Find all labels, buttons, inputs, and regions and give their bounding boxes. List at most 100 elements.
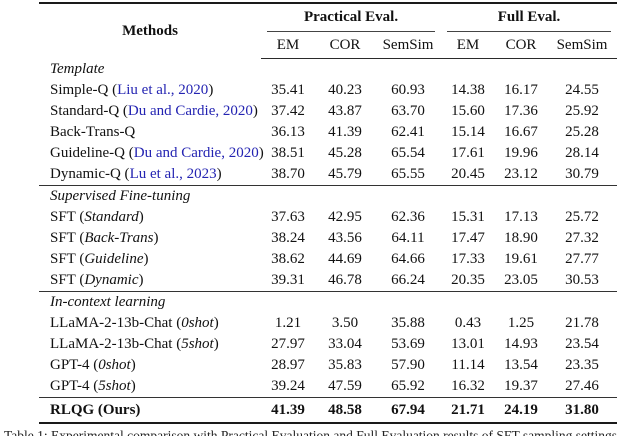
method-cell: SFT (Back-Trans) (39, 228, 261, 249)
method-label-suffix: ) (153, 230, 159, 246)
value-cell: 11.14 (451, 357, 485, 373)
value-cell: 27.32 (565, 230, 599, 246)
value-cell: 30.79 (547, 164, 618, 186)
value-cell: 1.25 (507, 315, 535, 331)
method-variant-label: 0shot (181, 315, 214, 331)
final-value-cell: 41.39 (271, 401, 305, 418)
value-cell: 39.31 (261, 270, 315, 292)
value-cell: 23.54 (565, 336, 599, 352)
group-header-row: Methods Practical Eval. Full Eval. (39, 3, 618, 39)
group-label-full: Full Eval. (447, 7, 612, 32)
col-header-cor-practical: COR (315, 32, 375, 59)
value-cell: 23.35 (565, 357, 599, 373)
value-cell: 39.24 (261, 376, 315, 398)
value-cell: 17.47 (451, 230, 485, 246)
value-cell: 35.88 (391, 315, 425, 331)
value-cell: 1.21 (274, 315, 302, 331)
method-cell: LLaMA-2-13b-Chat (5shot) (39, 334, 261, 355)
method-label: Dynamic-Q ( (50, 166, 130, 182)
method-cell: SFT (Guideline) (39, 249, 261, 270)
method-variant-label: 5shot (98, 378, 131, 394)
value-cell: 19.61 (504, 251, 538, 267)
citation-link[interactable]: Du and Cardie, 2020 (127, 103, 253, 119)
method-cell: Back-Trans-Q (39, 122, 261, 143)
method-label-suffix: ) (213, 315, 219, 331)
value-cell: 23.12 (495, 164, 548, 186)
group-label-practical: Practical Eval. (267, 7, 436, 32)
citation-link[interactable]: Du and Cardie, 2020 (133, 145, 259, 161)
col-header-cor-full: COR (495, 32, 548, 59)
value-cell: 38.51 (271, 145, 305, 161)
value-cell: 15.31 (451, 209, 485, 225)
section-title-row: Supervised Fine-tuning (39, 186, 617, 208)
value-cell: 62.41 (391, 124, 425, 140)
value-cell: 44.69 (328, 251, 362, 267)
section-title-row: Template (39, 59, 617, 81)
table-row: SFT (Back-Trans) 38.24 43.56 64.11 17.47 18.9… (39, 228, 617, 249)
method-variant-label: Dynamic (84, 272, 139, 288)
value-cell: 25.72 (565, 209, 599, 225)
method-label: SFT ( (50, 272, 85, 288)
final-result-row: RLQG (Ours) 41.39 48.58 67.94 21.71 24.19 31.8… (39, 398, 618, 423)
table-row: Guideline-Q (Du and Cardie, 2020) 38.51 45… (39, 143, 617, 164)
citation-link[interactable]: Liu et al., 2020 (117, 82, 209, 98)
value-cell: 0.43 (454, 315, 482, 331)
method-cell: Simple-Q (Liu et al., 2020) (39, 80, 261, 101)
method-variant-label: 0shot (98, 357, 131, 373)
final-value-cell: 48.58 (328, 401, 362, 418)
method-label: Back-Trans-Q (50, 124, 136, 140)
method-cell: SFT (Standard) (39, 207, 261, 228)
method-cell: GPT-4 (5shot) (39, 376, 261, 398)
method-variant-label: Guideline (84, 251, 144, 267)
value-cell: 17.33 (451, 251, 485, 267)
value-cell: 19.37 (495, 376, 548, 398)
value-cell: 18.90 (504, 230, 538, 246)
method-label: SFT ( (50, 230, 85, 246)
table-row: SFT (Guideline) 38.62 44.69 64.66 17.33 19.61… (39, 249, 617, 270)
value-cell: 53.69 (391, 336, 425, 352)
method-label-suffix: ) (143, 251, 149, 267)
value-cell: 3.50 (331, 315, 359, 331)
value-cell: 43.56 (328, 230, 362, 246)
value-cell: 37.42 (271, 103, 305, 119)
value-cell: 15.60 (451, 103, 485, 119)
value-cell: 45.28 (328, 145, 362, 161)
method-cell: Dynamic-Q (Lu et al., 2023) (39, 164, 261, 186)
method-label-suffix: ) (252, 103, 258, 119)
method-label-suffix: ) (138, 209, 144, 225)
value-cell: 65.55 (375, 164, 442, 186)
table-row: Simple-Q (Liu et al., 2020) 35.41 40.23 60.… (39, 80, 617, 101)
value-cell: 64.66 (391, 251, 425, 267)
method-cell: SFT (Dynamic) (39, 270, 261, 292)
method-label: SFT ( (50, 251, 85, 267)
value-cell: 62.36 (391, 209, 425, 225)
value-cell: 13.01 (451, 336, 485, 352)
value-cell: 16.17 (504, 82, 538, 98)
method-label: GPT-4 ( (50, 357, 99, 373)
col-header-em-full: EM (441, 32, 496, 59)
table-row: Back-Trans-Q 36.13 41.39 62.41 15.14 16.67 25.… (39, 122, 617, 143)
value-cell: 16.67 (504, 124, 538, 140)
method-cell: Guideline-Q (Du and Cardie, 2020) (39, 143, 264, 164)
method-label-suffix: ) (216, 166, 222, 182)
method-label: Standard-Q ( (50, 103, 128, 119)
value-cell: 35.41 (271, 82, 305, 98)
value-cell: 36.13 (271, 124, 305, 140)
value-cell: 20.35 (441, 270, 496, 292)
method-variant-label: Standard (84, 209, 139, 225)
value-cell: 65.54 (391, 145, 425, 161)
table-row: Standard-Q (Du and Cardie, 2020) 37.42 43.… (39, 101, 617, 122)
value-cell: 25.92 (565, 103, 599, 119)
value-cell: 57.90 (391, 357, 425, 373)
method-label: Guideline-Q ( (50, 145, 134, 161)
value-cell: 37.63 (271, 209, 305, 225)
value-cell: 23.05 (495, 270, 548, 292)
value-cell: 27.46 (547, 376, 618, 398)
citation-link[interactable]: Lu et al., 2023 (129, 166, 217, 182)
table-row: SFT (Standard) 37.63 42.95 62.36 15.31 17.13 2… (39, 207, 617, 228)
value-cell: 14.38 (451, 82, 485, 98)
value-cell: 46.78 (315, 270, 375, 292)
final-value-cell: 21.71 (451, 401, 485, 418)
value-cell: 38.62 (271, 251, 305, 267)
